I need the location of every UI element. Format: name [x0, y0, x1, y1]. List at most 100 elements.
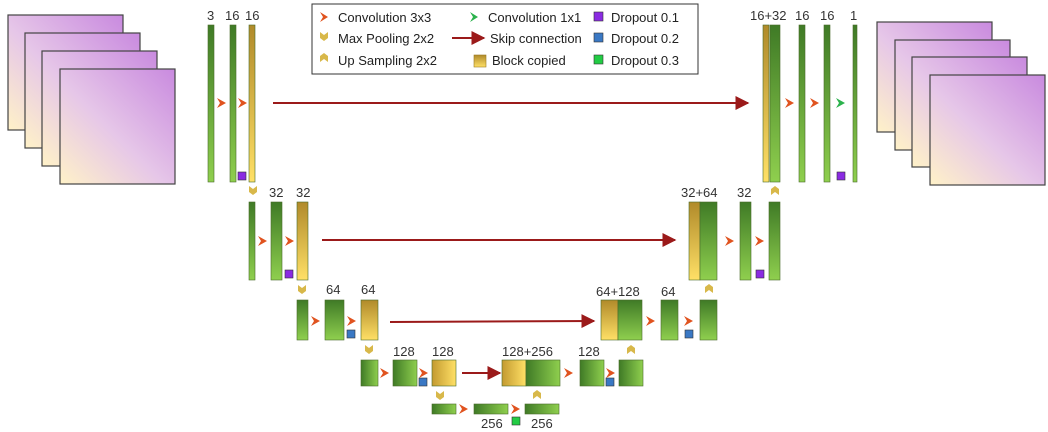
output-image-stack	[876, 21, 1046, 186]
feature-block	[431, 403, 457, 415]
channel-label: 128	[393, 344, 415, 359]
encoder-level-2: 32 32	[248, 185, 310, 294]
feature-block	[823, 24, 831, 183]
copied-block	[360, 299, 379, 341]
feature-block	[579, 359, 605, 387]
conv3x3-arrow-icon	[380, 368, 389, 378]
conv3x3-arrow-icon	[810, 98, 819, 108]
copied-block	[296, 201, 309, 281]
legend-label-skip-connection: Skip connection	[490, 31, 582, 46]
copied-block	[248, 24, 256, 183]
channel-label: 256	[531, 416, 553, 431]
channel-label: 32	[737, 185, 751, 200]
channel-label: 128+256	[502, 344, 553, 359]
decoder-level-4: 128+256 128	[501, 344, 644, 387]
legend-label-max-pooling: Max Pooling 2x2	[338, 31, 434, 46]
copied-block	[688, 201, 701, 281]
upsample-arrow-icon	[533, 390, 541, 399]
feature-block	[617, 299, 643, 341]
feature-block	[524, 403, 560, 415]
conv3x3-arrow-icon	[606, 368, 615, 378]
channel-label: 128	[432, 344, 454, 359]
feature-block	[660, 299, 679, 341]
feature-block	[324, 299, 345, 341]
conv3x3-arrow-icon	[646, 316, 655, 326]
channel-label: 32	[269, 185, 283, 200]
channel-label: 1	[850, 8, 857, 23]
legend-label-convolution-3x3: Convolution 3x3	[338, 10, 431, 25]
copied-block	[501, 359, 527, 387]
feature-block	[618, 359, 644, 387]
channel-label: 3	[207, 8, 214, 23]
channel-label: 16	[820, 8, 834, 23]
feature-block	[739, 201, 752, 281]
channel-label: 16	[795, 8, 809, 23]
dropout-01-icon	[755, 269, 765, 279]
feature-block	[270, 201, 283, 281]
legend-label-dropout-02: Dropout 0.2	[611, 31, 679, 46]
gold-gradient-square-icon	[473, 54, 487, 68]
conv3x3-arrow-icon	[755, 236, 764, 246]
conv3x3-arrow-icon	[347, 316, 356, 326]
channel-label: 64	[661, 284, 675, 299]
feature-block	[798, 24, 806, 183]
conv3x3-arrow-icon	[785, 98, 794, 108]
skip-connections	[273, 96, 750, 380]
legend-label-dropout-03: Dropout 0.3	[611, 53, 679, 68]
copied-block	[431, 359, 457, 387]
decoder-level-2: 32+64 32	[681, 185, 781, 281]
dropout-03-icon	[511, 416, 521, 426]
channel-label: 16	[245, 8, 259, 23]
feature-block	[248, 201, 256, 281]
encoder-level-3: 64 64	[296, 282, 379, 354]
feature-block	[699, 201, 718, 281]
output-block	[852, 24, 858, 183]
upsample-arrow-icon	[627, 345, 635, 354]
maxpool-arrow-icon	[298, 285, 306, 294]
chevron-up-gold-icon	[320, 53, 328, 62]
feature-block	[525, 359, 561, 387]
blue-square-icon	[593, 32, 604, 43]
input-image-stack	[7, 14, 176, 185]
conv3x3-arrow-icon	[459, 404, 468, 414]
green-square-icon	[593, 54, 604, 65]
channel-label: 64	[361, 282, 375, 297]
upsample-arrow-icon	[705, 284, 713, 293]
skip-connection-level3	[389, 314, 596, 329]
dropout-02-icon	[684, 329, 694, 339]
legend-label-up-sampling: Up Sampling 2x2	[338, 53, 437, 68]
chevron-down-gold-icon	[320, 32, 328, 41]
dropout-02-icon	[418, 377, 428, 387]
purple-square-icon	[593, 11, 604, 22]
feature-block	[392, 359, 418, 387]
conv3x3-arrow-icon	[258, 236, 267, 246]
feature-block	[473, 403, 509, 415]
conv3x3-arrow-icon	[419, 368, 428, 378]
channel-label: 16+32	[750, 8, 787, 23]
maxpool-arrow-icon	[249, 186, 257, 195]
conv3x3-arrow-icon	[217, 98, 226, 108]
conv1x1-arrow-icon	[836, 98, 845, 108]
conv3x3-arrow-icon	[684, 316, 693, 326]
dropout-01-icon	[284, 269, 294, 279]
channel-label: 32+64	[681, 185, 718, 200]
channel-label: 64+128	[596, 284, 640, 299]
dropout-01-icon	[836, 171, 846, 181]
legend-label-block-copied: Block copied	[492, 53, 566, 68]
feature-block	[229, 24, 237, 183]
feature-block	[769, 24, 781, 183]
channel-label: 64	[326, 282, 340, 297]
copied-block	[762, 24, 770, 183]
feature-block	[699, 299, 718, 341]
upsample-arrow-icon	[771, 186, 779, 195]
decoder-level-3: 64+128 64	[596, 284, 718, 341]
conv3x3-arrow-icon	[725, 236, 734, 246]
copied-block	[600, 299, 619, 341]
decoder-level-1: 16+32 16 16 1	[750, 8, 858, 183]
dropout-02-icon	[346, 329, 356, 339]
channel-label: 128	[578, 344, 600, 359]
legend-label-convolution-1x1: Convolution 1x1	[488, 10, 581, 25]
bottleneck: 256 256	[431, 390, 560, 431]
dropout-01-icon	[237, 171, 247, 181]
